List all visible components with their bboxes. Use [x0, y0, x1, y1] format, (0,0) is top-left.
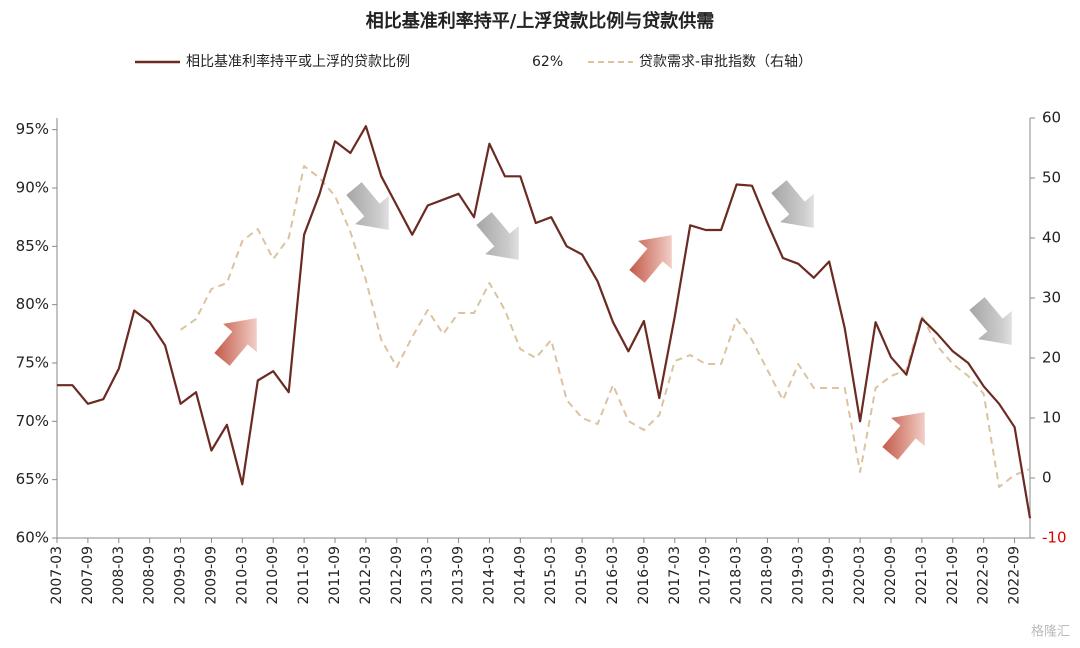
watermark: 格隆汇: [1031, 624, 1070, 640]
arrows: [205, 172, 1029, 468]
up-arrow: [620, 220, 689, 291]
legend: 相比基准利率持平或上浮的贷款比例 62% 贷款需求-审批指数（右轴）: [135, 53, 812, 70]
x-tick-label: 2020-09: [883, 546, 899, 605]
legend-label: 相比基准利率持平或上浮的贷款比例: [186, 53, 410, 70]
x-tick-label: 2011-03: [296, 546, 312, 605]
x-tick-label: 2009-03: [173, 546, 189, 605]
y-tick-label: 65%: [16, 470, 49, 488]
y2-tick-label: 50: [1042, 169, 1061, 187]
x-tick-label: 2010-03: [234, 546, 250, 605]
up-arrow: [205, 303, 274, 374]
x-tick-label: 2011-09: [327, 546, 343, 605]
x-tick-label: 2012-03: [358, 546, 374, 605]
x-tick-label: 2007-03: [49, 546, 65, 605]
x-tick-label: 2007-09: [80, 546, 96, 605]
x-tick-label: 2018-09: [759, 546, 775, 605]
x-tick-label: 2008-03: [111, 546, 127, 605]
x-tick-label: 2016-03: [605, 546, 621, 605]
x-tick-label: 2010-09: [265, 546, 281, 605]
y2-tick-label: 60: [1042, 109, 1061, 127]
y2-tick-label: 20: [1042, 349, 1061, 367]
x-tick-label: 2013-03: [420, 546, 436, 605]
y-tick-label: 90%: [16, 179, 49, 197]
x-tick-label: 2018-03: [729, 546, 745, 605]
chart-title: 相比基准利率持平/上浮贷款比例与贷款供需: [366, 10, 715, 32]
y2-tick-label: -10: [1042, 529, 1067, 547]
x-tick-label: 2017-03: [667, 546, 683, 605]
y-tick-label: 85%: [16, 237, 49, 255]
x-tick-label: 2009-09: [203, 546, 219, 605]
y-tick-label: 60%: [16, 529, 49, 547]
annotation: 62%: [532, 54, 563, 70]
up-arrow: [873, 397, 942, 468]
x-tick-label: 2021-09: [945, 546, 961, 605]
x-tick-label: 2014-03: [481, 546, 497, 605]
x-tick-label: 2017-09: [698, 546, 714, 605]
y-tick-label: 70%: [16, 412, 49, 430]
y2-tick-label: 30: [1042, 289, 1061, 307]
x-tick-label: 2015-09: [574, 546, 590, 605]
y2-tick-label: 10: [1042, 409, 1061, 427]
y2-tick-label: 0: [1042, 469, 1052, 487]
x-tick-label: 2019-03: [790, 546, 806, 605]
x-tick-label: 2022-03: [976, 546, 992, 605]
down-arrow: [960, 289, 1029, 360]
x-tick-label: 2022-09: [1007, 546, 1023, 605]
x-tick-label: 2016-09: [636, 546, 652, 605]
y2-tick-label: 40: [1042, 229, 1061, 247]
x-tick-label: 2012-09: [389, 546, 405, 605]
y-tick-label: 80%: [16, 295, 49, 313]
x-tick-label: 2008-09: [142, 546, 158, 605]
series-line: [57, 125, 1032, 519]
x-tick-label: 2019-09: [821, 546, 837, 605]
down-arrow: [337, 174, 406, 245]
x-tick-label: 2014-09: [512, 546, 528, 605]
x-tick-label: 2021-03: [914, 546, 930, 605]
down-arrow: [467, 204, 536, 275]
y-tick-label: 75%: [16, 354, 49, 372]
y-tick-label: 95%: [16, 120, 49, 138]
x-tick-label: 2013-09: [451, 546, 467, 605]
series-line: [180, 165, 1031, 488]
x-tick-label: 2015-03: [543, 546, 559, 605]
legend-label: 贷款需求-审批指数（右轴）: [639, 54, 812, 70]
x-tick-label: 2020-03: [852, 546, 868, 605]
